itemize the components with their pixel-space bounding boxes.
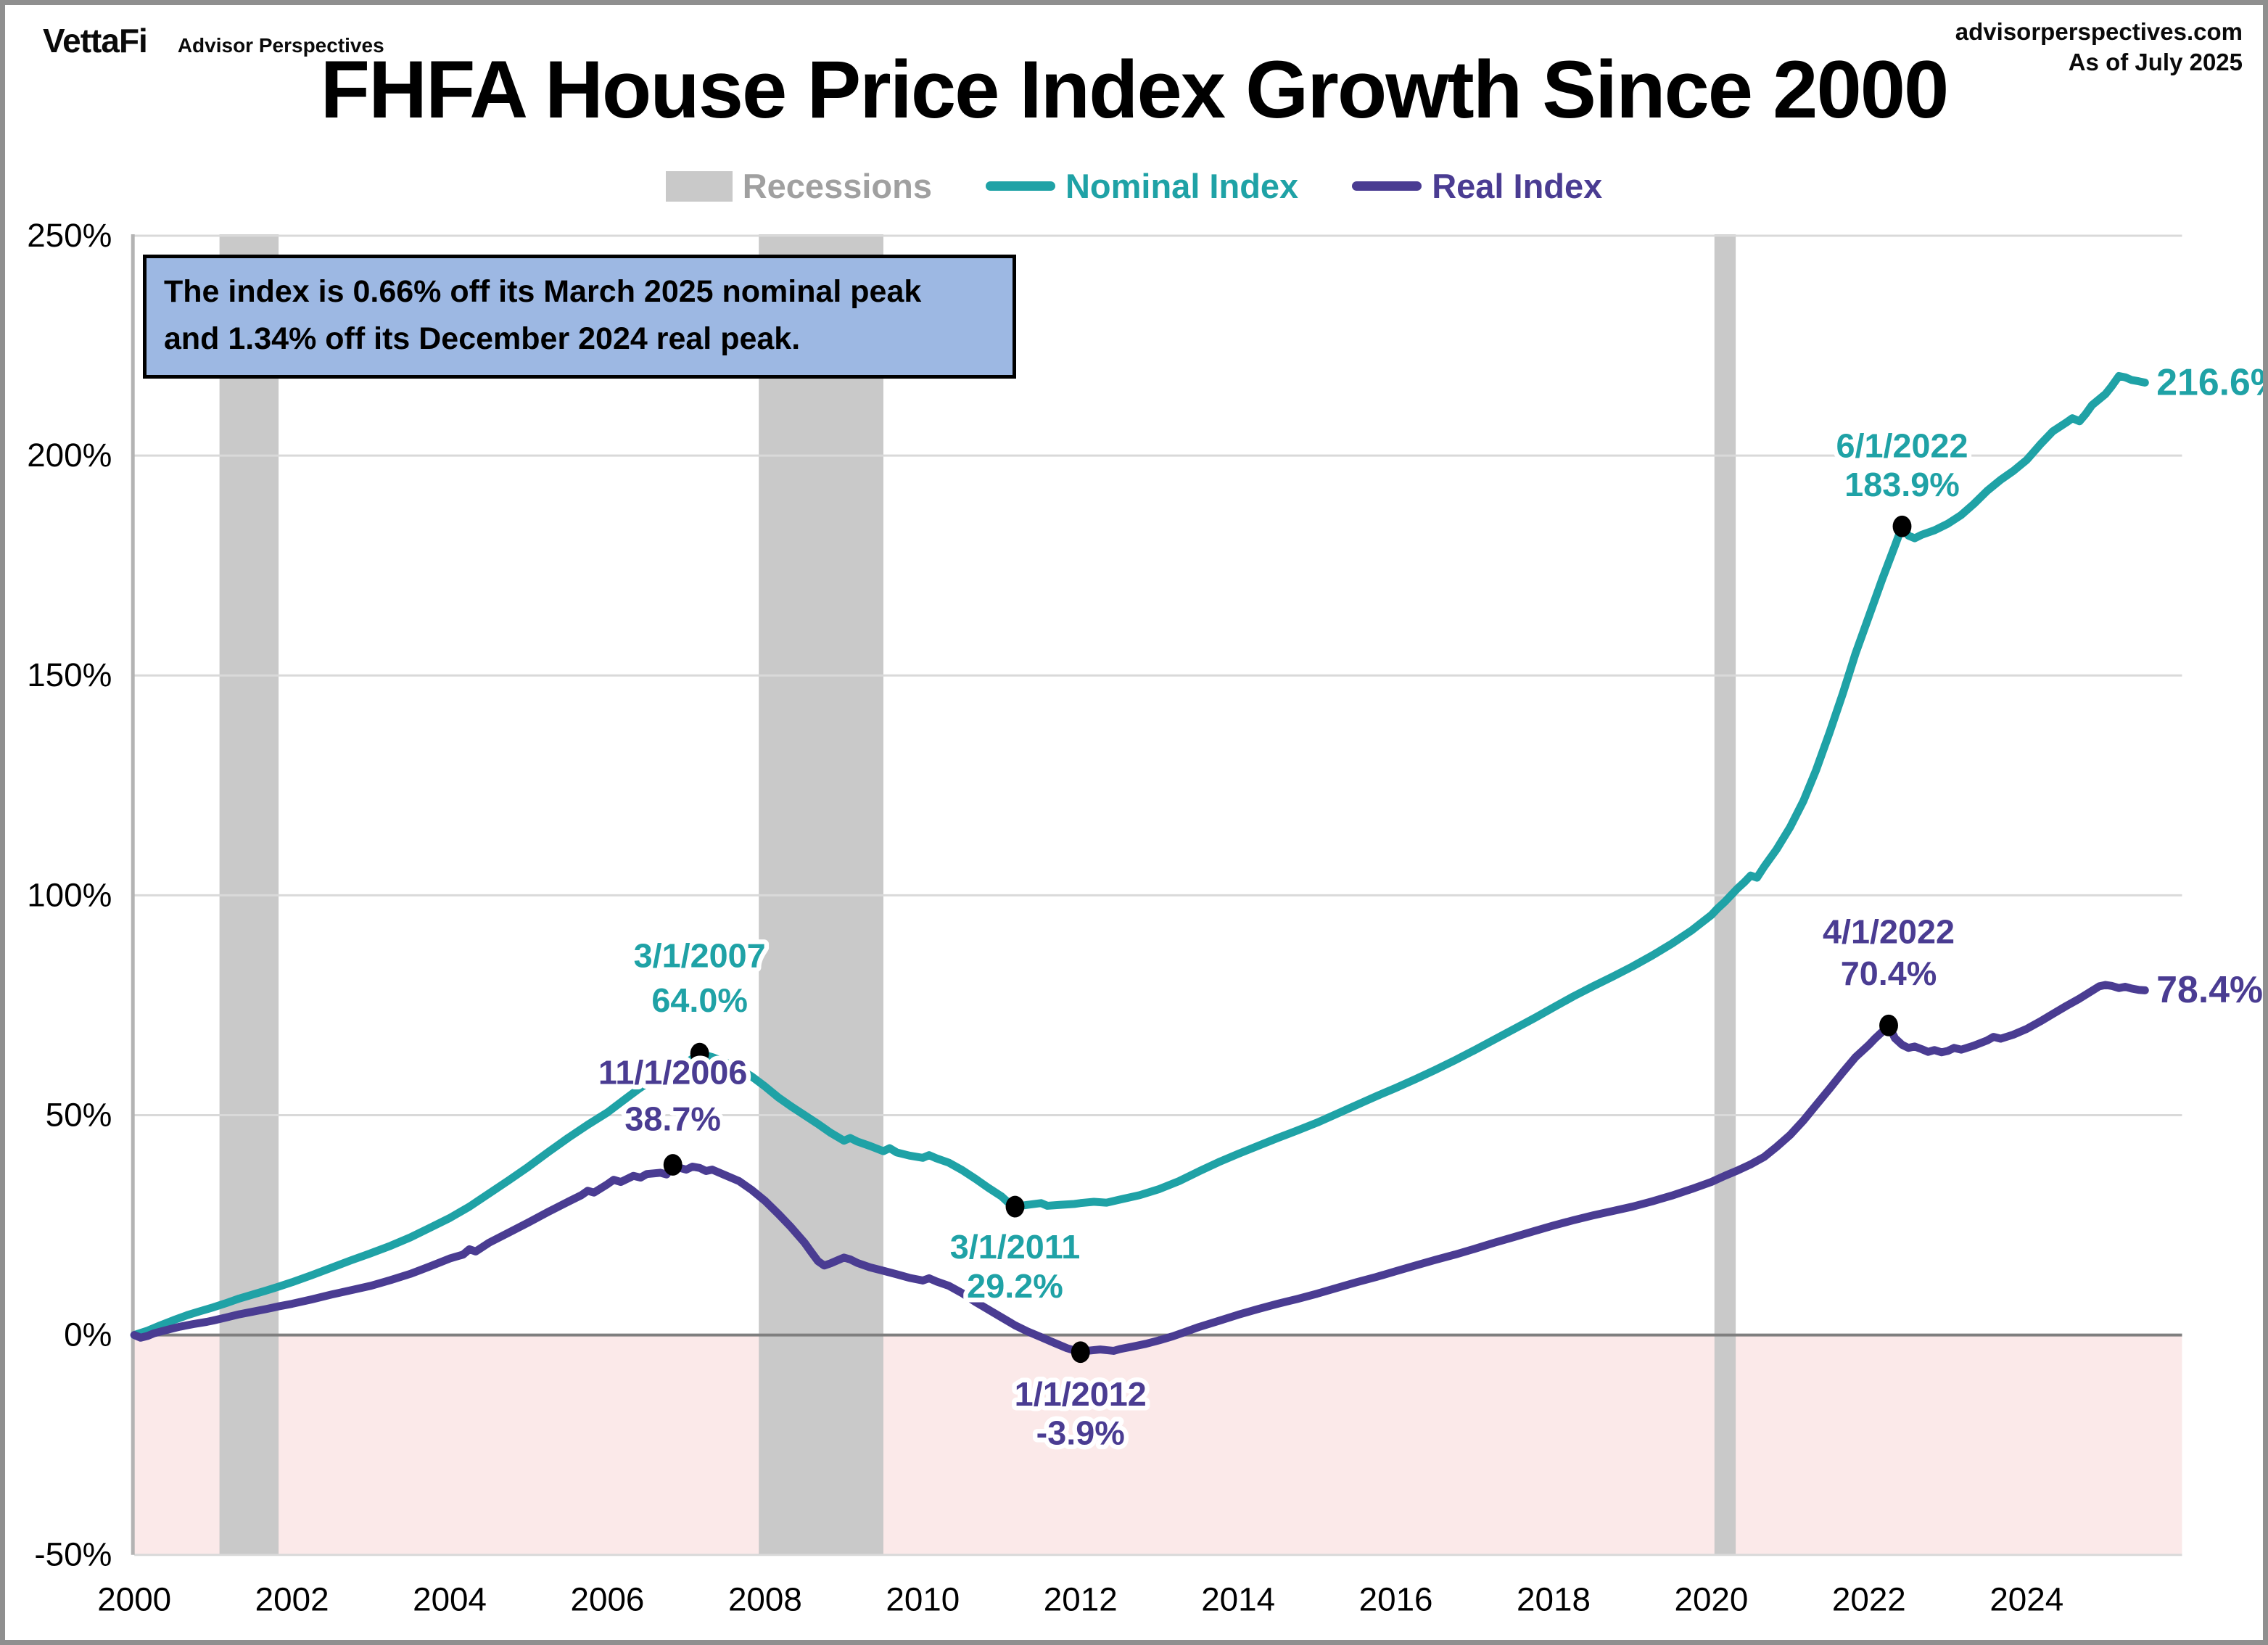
x-axis-tick-label: 2012 — [1044, 1580, 1118, 1617]
annotation-value: 29.2% — [967, 1267, 1063, 1305]
marker-dot — [690, 1042, 709, 1065]
y-axis-tick-label: 50% — [46, 1096, 112, 1133]
x-axis-tick-label: 2014 — [1201, 1580, 1275, 1617]
annotation-date: 3/1/2007 — [634, 936, 766, 974]
annotation-value: 64.0% — [651, 981, 748, 1019]
marker-dot — [1892, 515, 1912, 537]
x-axis-tick-label: 2004 — [413, 1580, 487, 1617]
y-axis-tick-label: 0% — [64, 1316, 112, 1353]
x-axis-tick-label: 2022 — [1832, 1580, 1906, 1617]
x-axis-tick-label: 2024 — [1989, 1580, 2063, 1617]
annotation-date: 1/1/2012 — [1015, 1375, 1147, 1413]
x-axis-tick-label: 2018 — [1517, 1580, 1591, 1617]
y-axis-tick-label: 200% — [27, 437, 112, 474]
negative-region-fill — [134, 1335, 2182, 1555]
x-axis-tick-label: 2000 — [97, 1580, 171, 1617]
price-index-chart: 250% 200% 150% 100% 50% 0% -50% 2000 2002 2004 200… — [27, 217, 2263, 1617]
marker-dot — [1879, 1014, 1898, 1036]
y-axis-tick-label: 150% — [27, 656, 112, 693]
series-end-value-label: 216.6% — [2156, 360, 2263, 403]
x-axis-tick-label: 2010 — [886, 1580, 960, 1617]
annotation-value: -3.9% — [1036, 1414, 1125, 1452]
annotation-value: 70.4% — [1841, 955, 1937, 992]
annotation-date: 4/1/2022 — [1823, 913, 1955, 951]
annotation-date: 11/1/2006 — [598, 1054, 748, 1092]
real-index-line — [130, 981, 2149, 1356]
marker-dot — [1005, 1195, 1025, 1218]
x-axis-tick-label: 2006 — [571, 1580, 645, 1617]
y-axis-tick-label: -50% — [34, 1536, 112, 1573]
annotation-date: 3/1/2011 — [950, 1228, 1080, 1266]
series-end-value-label: 78.4% — [2156, 968, 2263, 1010]
x-axis-tick-label: 2020 — [1674, 1580, 1748, 1617]
y-axis-tick-label: 100% — [27, 876, 112, 913]
annotation-date: 6/1/2022 — [1836, 426, 1968, 464]
x-axis-tick-label: 2008 — [728, 1580, 802, 1617]
x-axis-tick-label: 2016 — [1359, 1580, 1433, 1617]
marker-dot — [663, 1154, 683, 1176]
y-axis-tick-label: 250% — [27, 217, 112, 254]
annotation-value: 183.9% — [1844, 466, 1960, 503]
nominal-index-line — [130, 371, 2149, 1340]
marker-dot — [1071, 1341, 1090, 1364]
x-axis-tick-label: 2002 — [255, 1580, 329, 1617]
annotation-value: 38.7% — [624, 1100, 721, 1137]
